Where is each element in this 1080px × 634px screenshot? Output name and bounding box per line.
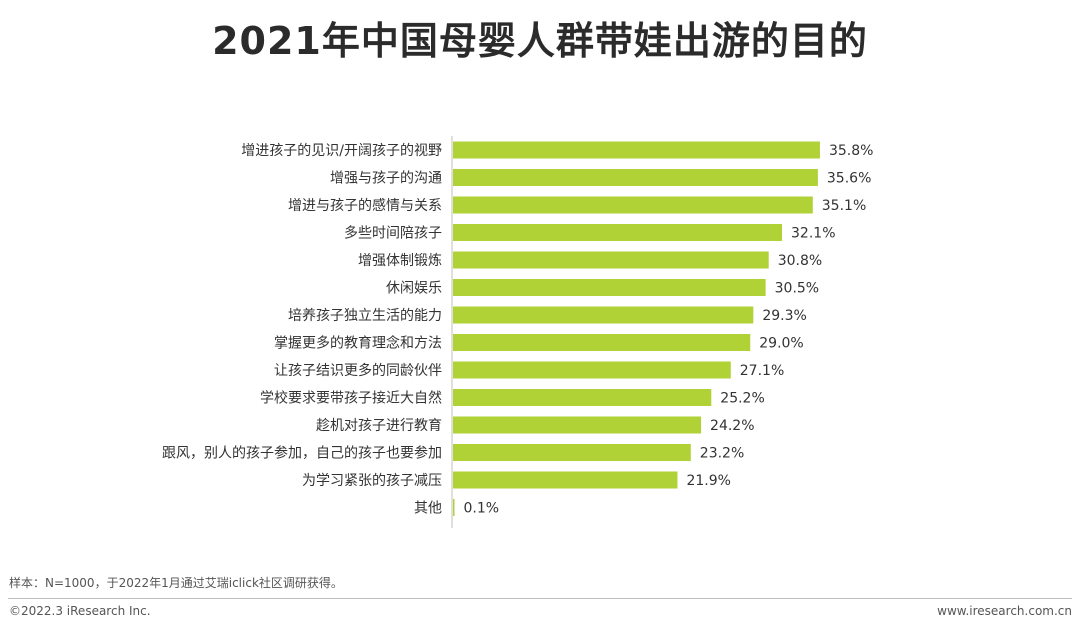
category-label: 休闲娱乐 xyxy=(386,281,442,297)
bar xyxy=(453,444,691,461)
value-label: 30.5% xyxy=(775,281,819,297)
category-label: 增强体制锻炼 xyxy=(358,253,442,269)
value-label: 35.8% xyxy=(829,143,873,159)
bar xyxy=(453,334,751,351)
bar xyxy=(453,471,678,489)
bar xyxy=(453,499,455,516)
category-label: 跟风，别人的孩子参加，自己的孩子也要参加 xyxy=(162,445,442,462)
category-label: 增进孩子的见识/开阔孩子的视野 xyxy=(241,143,442,159)
value-label: 27.1% xyxy=(740,363,784,379)
value-label: 0.1% xyxy=(464,501,500,517)
category-label: 其他 xyxy=(414,501,442,517)
value-label: 32.1% xyxy=(791,226,835,242)
value-label: 29.3% xyxy=(762,308,806,324)
bar xyxy=(453,306,754,324)
bar xyxy=(453,361,731,379)
bar xyxy=(453,251,769,269)
value-label: 35.6% xyxy=(827,171,871,187)
bar xyxy=(453,169,818,186)
value-label: 21.9% xyxy=(686,473,730,489)
category-label: 掌握更多的教育理念和方法 xyxy=(274,335,442,352)
category-label: 趁机对孩子进行教育 xyxy=(316,418,442,434)
value-label: 29.0% xyxy=(759,336,803,352)
value-label: 25.2% xyxy=(720,391,764,407)
bar xyxy=(453,389,712,406)
category-label: 为学习紧张的孩子减压 xyxy=(302,473,442,489)
bar xyxy=(453,141,820,159)
bar xyxy=(453,224,783,241)
sample-note: 样本：N=1000，于2022年1月通过艾瑞iclick社区调研获得。 xyxy=(9,576,343,590)
bar xyxy=(453,196,813,214)
category-label: 培养孩子独立生活的能力 xyxy=(288,308,442,324)
copyright-text: ©2022.3 iResearch Inc. xyxy=(9,604,151,618)
category-label: 多些时间陪孩子 xyxy=(344,225,442,242)
category-label: 学校要求要带孩子接近大自然 xyxy=(260,390,442,407)
bar xyxy=(453,416,702,434)
category-label: 增进与孩子的感情与关系 xyxy=(288,197,442,214)
category-label: 增强与孩子的沟通 xyxy=(330,171,442,187)
value-label: 30.8% xyxy=(778,253,822,269)
category-label: 让孩子结识更多的同龄伙伴 xyxy=(274,362,442,379)
footer-divider xyxy=(8,598,1072,599)
value-label: 23.2% xyxy=(700,446,744,462)
website-link[interactable]: www.iresearch.com.cn xyxy=(937,604,1072,618)
value-label: 24.2% xyxy=(710,418,754,434)
bar-chart: 增进孩子的见识/开阔孩子的视野 35.8% 增强与孩子的沟通 35.6% 增进与孩子的感… xyxy=(162,136,873,528)
bar xyxy=(453,279,766,296)
value-label: 35.1% xyxy=(822,198,866,214)
chart-title: 2021年中国母婴人群带娃出游的目的 xyxy=(212,19,868,63)
